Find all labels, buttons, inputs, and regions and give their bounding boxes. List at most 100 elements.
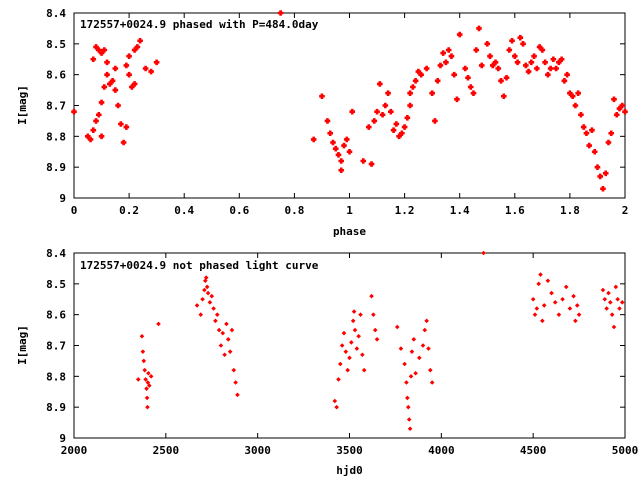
unphased-data-point	[411, 337, 417, 342]
unphased-data-point	[200, 296, 205, 302]
phased-data-point	[126, 53, 132, 59]
phased-ticks: 0 0.2 0.4 0.6 0.8 1 1.2 1.4 1.6 1.8 2 8.4 8.5 8.6 8.7 8…	[46, 7, 628, 217]
phased-data-point	[115, 102, 121, 109]
phased-data-point	[120, 139, 127, 146]
unphased-data-point	[225, 337, 231, 342]
phased-data-point	[112, 87, 119, 93]
unphased-data-point	[602, 296, 608, 302]
unphased-data-point	[141, 358, 147, 364]
phased-data-point	[330, 139, 336, 146]
unphased-data-point	[203, 278, 208, 284]
unphased-data-point	[144, 395, 150, 401]
phased-data-point	[514, 59, 521, 66]
phased-data-point	[126, 71, 132, 78]
phased-data-point	[407, 90, 413, 96]
unphased-data-point	[349, 340, 354, 345]
phased-data-point	[583, 130, 590, 137]
phased-data-point	[98, 133, 105, 140]
phased-data-point	[404, 115, 411, 121]
unphased-data-point	[352, 327, 358, 333]
unphased-data-point	[204, 284, 210, 290]
phased-points	[71, 10, 628, 192]
unphased-x-axis-label: hjd0	[336, 464, 363, 477]
phased-data-point	[399, 130, 405, 137]
phased-data-point	[95, 47, 102, 53]
unphased-data-point	[202, 287, 207, 293]
unphased-data-point	[611, 324, 617, 330]
phased-data-point	[338, 158, 345, 164]
unphased-data-point	[203, 275, 209, 280]
phased-x-tick-label: 1	[346, 204, 353, 217]
unphased-data-point	[231, 367, 237, 373]
unphased-data-point	[540, 318, 545, 324]
phased-data-point	[118, 121, 124, 127]
unphased-data-point	[227, 349, 233, 354]
unphased-data-point	[374, 337, 380, 342]
unphased-data-point	[371, 312, 376, 317]
phased-data-point	[95, 111, 102, 118]
unphased-data-point	[408, 374, 414, 379]
phased-y-tick-label: 9	[59, 192, 66, 205]
unphased-data-point	[608, 300, 613, 305]
unphased-y-tick-label: 9	[59, 432, 66, 445]
unphased-data-point	[209, 293, 215, 299]
unphased-data-point	[372, 327, 378, 333]
unphased-data-point	[545, 278, 551, 284]
phased-data-point	[134, 44, 141, 50]
phased-data-point	[545, 71, 551, 78]
phased-data-point	[465, 74, 471, 81]
unphased-data-point	[233, 380, 238, 385]
unphased-data-point	[424, 318, 429, 324]
unphased-data-point	[609, 312, 615, 317]
phased-data-point	[84, 133, 91, 140]
unphased-data-point	[407, 426, 413, 432]
unphased-data-point	[422, 327, 428, 333]
phased-data-point	[498, 78, 504, 84]
phased-x-tick-label: 0.8	[284, 204, 304, 217]
unphased-data-point	[338, 361, 343, 367]
phased-data-point	[349, 108, 356, 115]
phased-data-point	[556, 59, 562, 66]
unphased-ticks: 2000 2500 3000 3500 4000 4500 5000 8.4 8.5 8.6 8.7…	[46, 247, 638, 457]
unphased-x-tick-label: 4000	[428, 444, 455, 457]
unphased-data-point	[229, 327, 235, 333]
phased-data-point	[503, 74, 510, 81]
unphased-y-axis-label: I[mag]	[16, 325, 29, 365]
phased-x-tick-label: 1.6	[505, 204, 525, 217]
unphased-data-point	[560, 296, 565, 302]
phased-data-point	[467, 84, 474, 90]
unphased-data-point	[552, 300, 558, 305]
phased-data-point	[104, 59, 110, 66]
phased-data-point	[473, 47, 480, 53]
unphased-data-point	[135, 377, 141, 382]
phased-data-point	[385, 90, 391, 96]
phased-data-point	[443, 59, 449, 66]
unphased-data-point	[604, 306, 609, 311]
unphased-data-point	[205, 290, 211, 296]
unphased-data-point	[235, 392, 240, 398]
phased-data-point	[396, 133, 402, 140]
unphased-panel: 2000 2500 3000 3500 4000 4500 5000 8.4 8.5 8.6 8.7…	[16, 247, 638, 477]
phased-x-tick-label: 1.2	[395, 204, 415, 217]
unphased-data-point	[211, 306, 216, 311]
phased-data-point	[415, 68, 422, 75]
unphased-data-point	[144, 386, 149, 391]
phased-data-point	[368, 161, 375, 167]
phased-y-tick-label: 8.9	[46, 161, 66, 174]
unphased-data-point	[143, 377, 148, 382]
unphased-data-point	[198, 312, 204, 317]
phased-data-point	[101, 47, 108, 53]
unphased-x-tick-label: 2500	[153, 444, 180, 457]
unphased-data-point	[413, 370, 418, 376]
phased-data-point	[338, 167, 345, 174]
unphased-data-point	[409, 349, 415, 354]
unphased-data-point	[360, 352, 365, 358]
phased-data-point	[608, 130, 615, 137]
phased-y-axis-label: I[mag]	[16, 85, 29, 125]
unphased-data-point	[426, 346, 431, 351]
phased-data-point	[131, 81, 138, 87]
unphased-data-point	[600, 287, 606, 293]
phased-y-tick-label: 8.7	[46, 100, 66, 113]
phased-data-point	[153, 59, 160, 66]
unphased-data-point	[394, 324, 400, 330]
